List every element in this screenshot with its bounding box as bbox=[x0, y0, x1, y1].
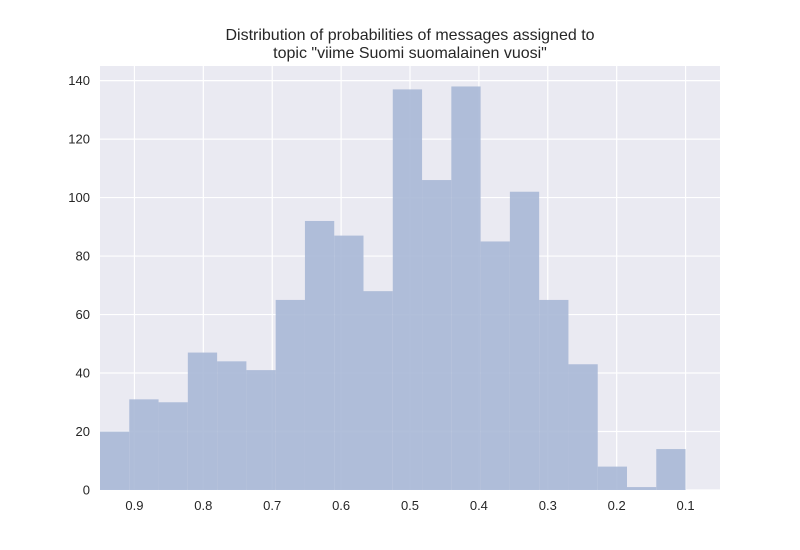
histogram-bar bbox=[100, 431, 130, 490]
histogram-bar bbox=[656, 449, 686, 490]
histogram-bar bbox=[392, 89, 423, 491]
x-tick-label: 0.5 bbox=[401, 498, 419, 513]
y-tick-label: 100 bbox=[68, 190, 90, 205]
chart-title-line-2: topic "viime Suomi suomalainen vuosi" bbox=[273, 45, 547, 62]
x-axis: 0.9 0.8 0.7 0.6 0.5 0.4 0.3 0.2 0.1 bbox=[125, 498, 694, 513]
x-tick-label: 0.1 bbox=[677, 498, 695, 513]
histogram-bar bbox=[627, 487, 657, 490]
y-tick-label: 80 bbox=[76, 249, 90, 264]
histogram-bar bbox=[304, 220, 335, 490]
x-tick-label: 0.7 bbox=[263, 498, 281, 513]
y-tick-label: 0 bbox=[83, 483, 90, 498]
histogram-bar bbox=[480, 241, 510, 490]
histogram-bar bbox=[129, 399, 159, 490]
histogram-bar bbox=[451, 86, 481, 490]
chart-title-line-1: Distribution of probabilities of message… bbox=[225, 27, 594, 44]
histogram-bar bbox=[187, 352, 218, 490]
x-tick-label: 0.3 bbox=[539, 498, 557, 513]
bar-layer bbox=[100, 86, 686, 491]
histogram-bar bbox=[158, 402, 188, 490]
histogram-bar bbox=[334, 235, 364, 490]
histogram-bar bbox=[568, 364, 598, 490]
y-tick-label: 60 bbox=[76, 307, 90, 322]
histogram-bar bbox=[246, 370, 276, 490]
histogram-bar bbox=[539, 299, 569, 490]
histogram-bar bbox=[422, 180, 452, 490]
histogram-bar bbox=[363, 291, 393, 490]
histogram-bar bbox=[509, 191, 540, 491]
y-axis: 0 20 40 60 80 100 120 140 bbox=[68, 73, 90, 497]
y-tick-label: 120 bbox=[68, 132, 90, 147]
histogram-bar bbox=[217, 361, 247, 490]
y-tick-label: 140 bbox=[68, 73, 90, 88]
y-tick-label: 40 bbox=[76, 366, 90, 381]
x-tick-label: 0.4 bbox=[470, 498, 488, 513]
y-tick-label: 20 bbox=[76, 424, 90, 439]
x-tick-label: 0.9 bbox=[125, 498, 143, 513]
x-tick-label: 0.8 bbox=[194, 498, 212, 513]
histogram-bar bbox=[597, 466, 627, 490]
x-tick-label: 0.2 bbox=[608, 498, 626, 513]
histogram-bar bbox=[275, 299, 305, 490]
x-tick-label: 0.6 bbox=[332, 498, 350, 513]
